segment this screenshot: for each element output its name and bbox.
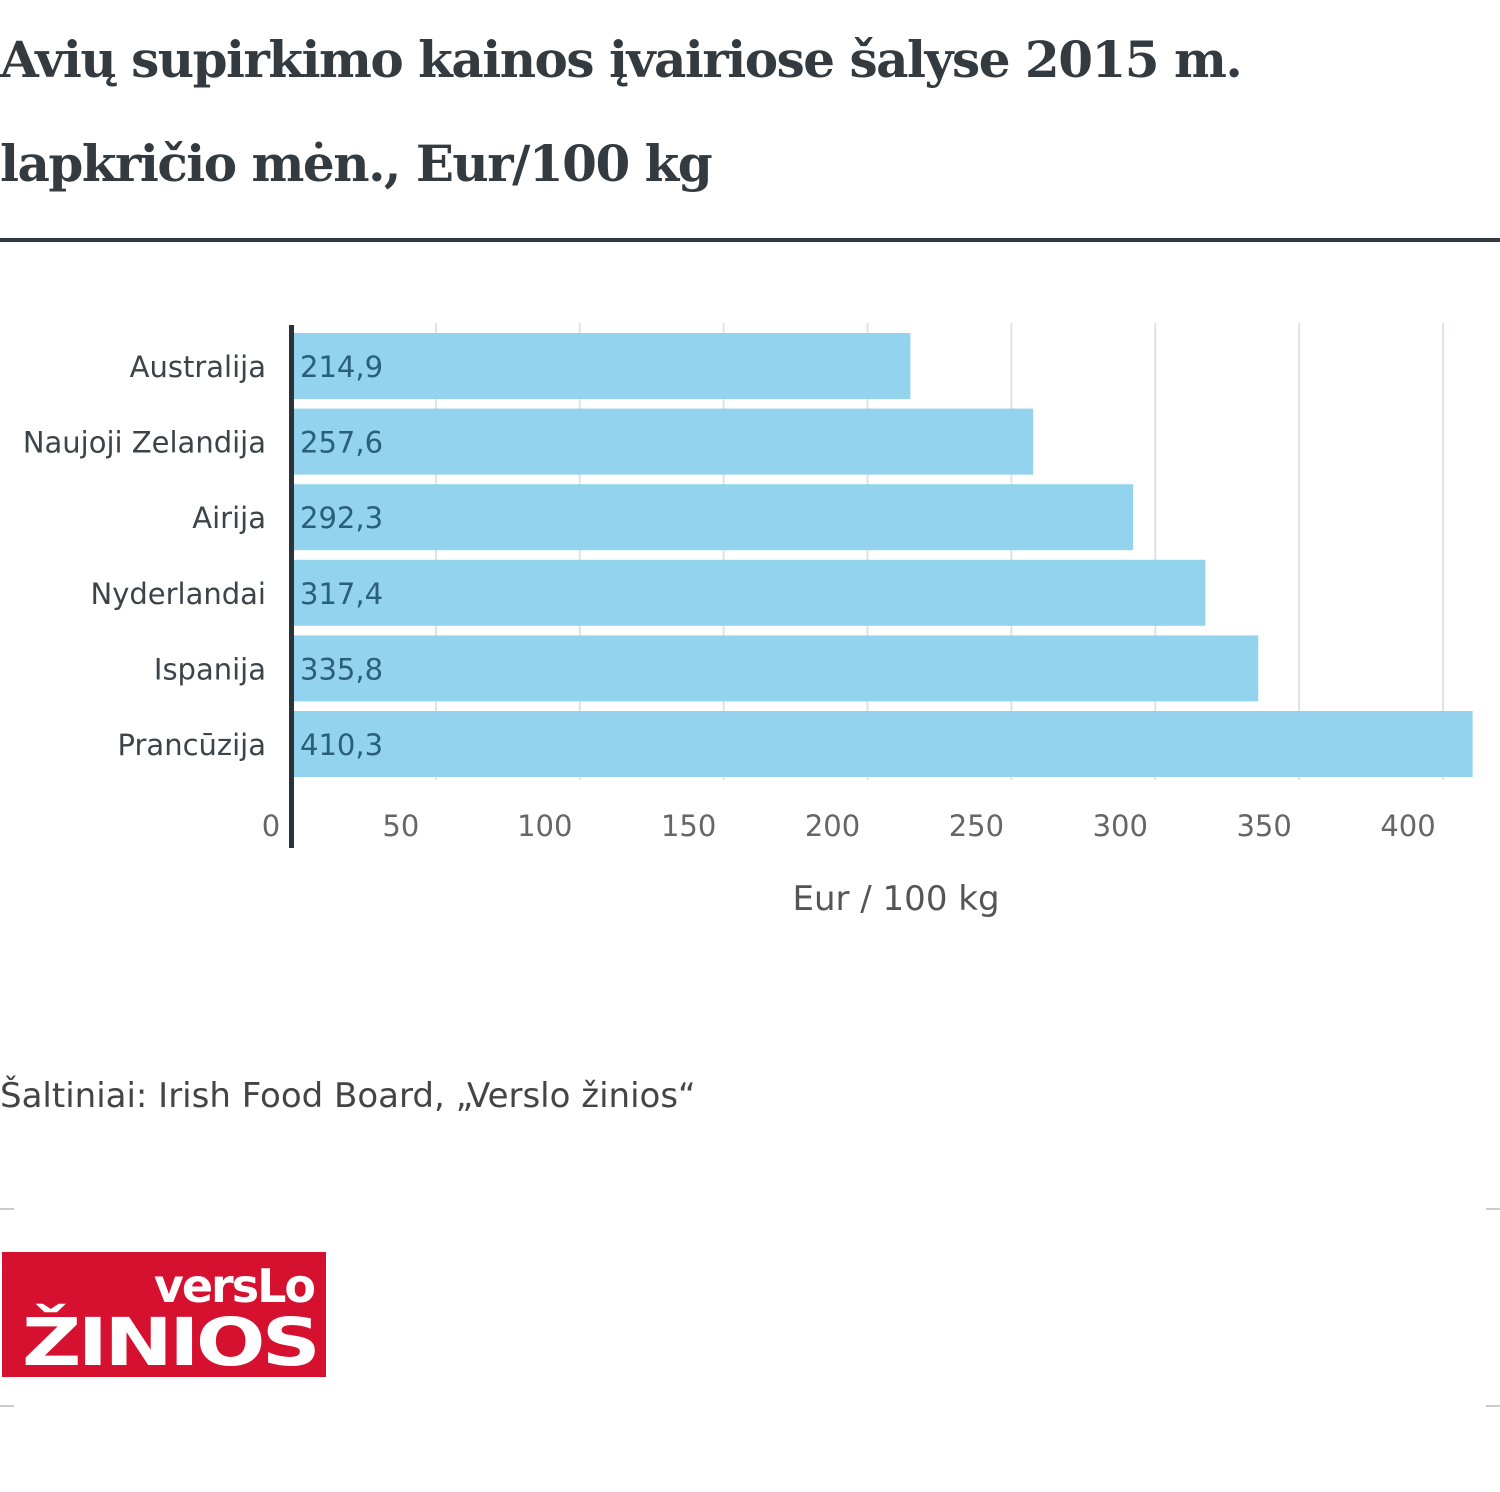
verslo-zinios-logo: versLo ŽINIOS: [2, 1252, 326, 1377]
data-label: 292,3: [300, 501, 383, 535]
x-axis-title: Eur / 100 kg: [792, 879, 999, 919]
x-tick-label: 100: [517, 809, 572, 843]
bar-chart: Australija 214,9 Naujoji Zelandija 257,6 Air…: [23, 323, 1473, 919]
divider-mark: [1486, 1208, 1500, 1210]
bar: [294, 408, 1034, 475]
category-label: Nyderlandai: [91, 577, 266, 611]
x-tick-label: 150: [661, 809, 716, 843]
x-tick-label: 0: [262, 809, 280, 843]
category-label: Australija: [130, 350, 266, 384]
source-note: Šaltiniai: Irish Food Board, „Verslo žin…: [0, 1076, 696, 1116]
divider-mark: [1486, 1405, 1500, 1407]
chart-title: Avių supirkimo kainos įvairiose šalyse 2…: [0, 30, 1243, 193]
divider-mark: [0, 1405, 14, 1407]
data-label: 410,3: [300, 728, 383, 762]
x-tick-label: 50: [382, 809, 419, 843]
x-tick-label: 250: [949, 809, 1004, 843]
svg-text:ŽINIOS: ŽINIOS: [22, 1303, 317, 1377]
divider-mark: [0, 1208, 14, 1210]
bar: [294, 559, 1206, 626]
category-label: Airija: [192, 501, 266, 535]
category-label: Ispanija: [154, 652, 266, 686]
category-label: Prancūzija: [118, 728, 266, 762]
bar: [294, 635, 1259, 702]
bar: [294, 711, 1473, 777]
category-label: Naujoji Zelandija: [23, 426, 266, 460]
data-label: 317,4: [300, 577, 383, 611]
x-tick-label: 400: [1380, 809, 1435, 843]
y-axis-line: [289, 325, 294, 848]
x-tick-label: 350: [1236, 809, 1291, 843]
data-label: 335,8: [300, 652, 383, 686]
data-label: 257,6: [300, 426, 383, 460]
bar: [294, 333, 911, 399]
x-tick-label: 300: [1093, 809, 1148, 843]
bar: [294, 484, 1134, 551]
svg-text:versLo: versLo: [154, 1259, 315, 1313]
title-divider: [0, 238, 1500, 242]
x-tick-label: 200: [805, 809, 860, 843]
data-label: 214,9: [300, 350, 383, 384]
